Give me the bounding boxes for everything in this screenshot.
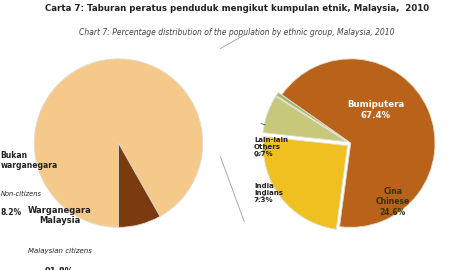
Text: Warganegara
Malaysia: Warganegara Malaysia [27, 206, 91, 225]
Text: 8.2%: 8.2% [0, 208, 22, 217]
Text: India
Indians
7.3%: India Indians 7.3% [254, 183, 283, 203]
Text: Chart 7: Percentage distribution of the population by ethnic group, Malaysia, 20: Chart 7: Percentage distribution of the … [79, 28, 395, 37]
Wedge shape [263, 137, 347, 229]
Text: Non-citizens: Non-citizens [0, 191, 42, 197]
Text: Bukan
warganegara: Bukan warganegara [0, 151, 58, 170]
Text: Lain-lain
Others
0.7%: Lain-lain Others 0.7% [254, 137, 288, 157]
Text: Carta 7: Taburan peratus penduduk mengikut kumpulan etnik, Malaysia,  2010: Carta 7: Taburan peratus penduduk mengik… [45, 4, 429, 13]
Wedge shape [118, 143, 160, 227]
Wedge shape [263, 96, 347, 142]
Wedge shape [282, 59, 435, 227]
Text: Malaysian citizens: Malaysian citizens [27, 248, 91, 254]
Text: Cina
Chinese
24.6%: Cina Chinese 24.6% [376, 187, 410, 217]
Wedge shape [34, 59, 203, 227]
Text: 91.8%: 91.8% [45, 267, 74, 270]
Wedge shape [276, 92, 347, 141]
Text: Bumiputera
67.4%: Bumiputera 67.4% [347, 100, 405, 120]
